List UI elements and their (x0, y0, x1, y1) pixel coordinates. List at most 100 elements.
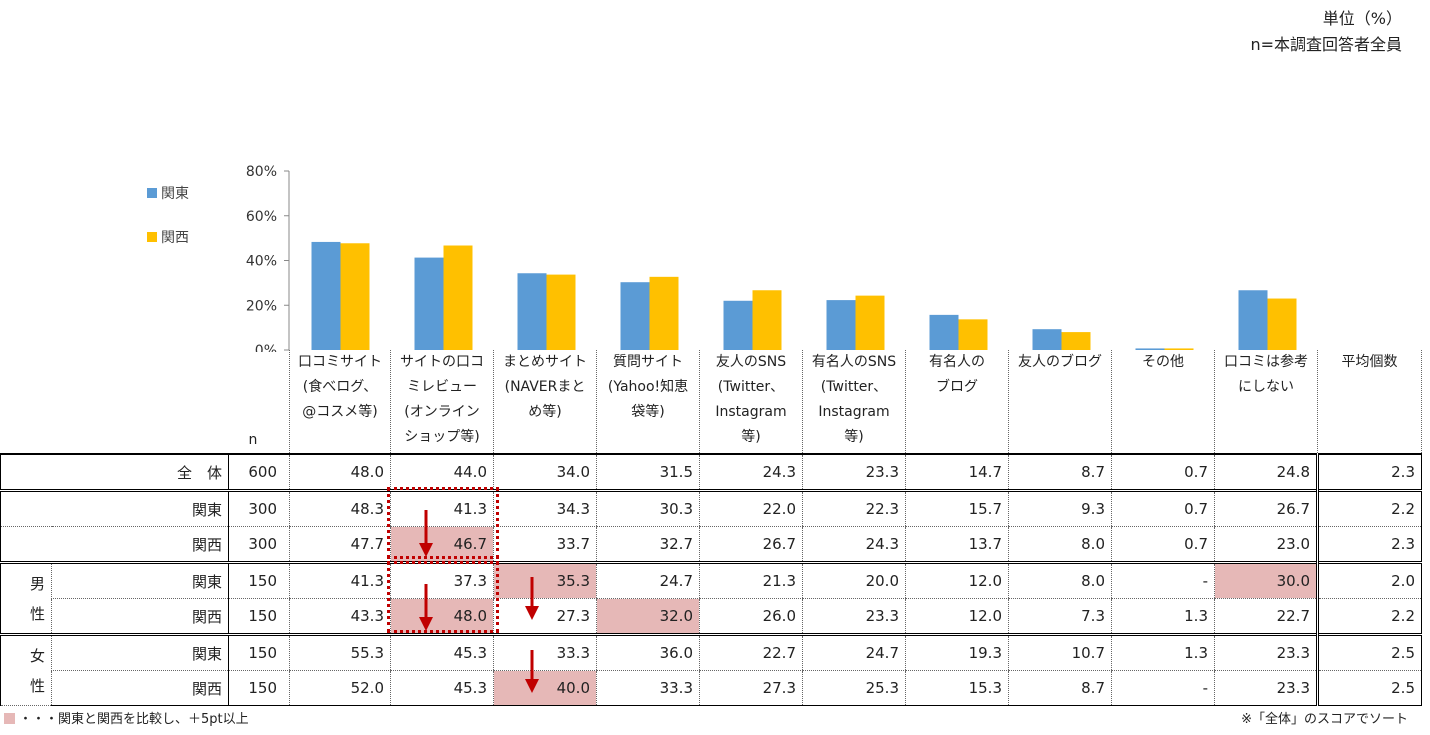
value-cell: 30.3 (596, 489, 700, 527)
bar-kanto (826, 300, 856, 350)
column-header-line: (オンライン (404, 404, 480, 420)
group-label-char: 性 (29, 676, 45, 695)
legend-label: 関西 (161, 230, 189, 246)
value-cell: 36.0 (596, 633, 700, 671)
value-cell: 22.7 (1214, 598, 1318, 635)
bar-kansai (1061, 332, 1091, 350)
value-cell: 8.7 (1008, 670, 1112, 706)
value-cell: 33.3 (493, 633, 597, 671)
y-tick-label: 60% (246, 209, 277, 225)
header-n: n (228, 350, 290, 454)
y-tick-label: 80% (246, 164, 277, 180)
bar-kanto (1238, 290, 1268, 350)
value-cell: 20.0 (802, 561, 906, 599)
value-cell: 15.3 (905, 670, 1009, 706)
value-cell: 7.3 (1008, 598, 1112, 635)
column-header-line: 等) (844, 429, 864, 445)
value-cell: 48.3 (289, 489, 391, 527)
n-cell: 600 (228, 453, 290, 491)
value-cell: 45.3 (390, 633, 494, 671)
column-header-line: にしない (1238, 379, 1294, 395)
value-cell: 24.7 (596, 561, 700, 599)
value-cell: 25.3 (802, 670, 906, 706)
value-cell: 24.3 (802, 526, 906, 563)
n-cell: 150 (228, 561, 290, 599)
column-header: サイトの口コ ミレビュー (オンライン ショップ等) (390, 350, 494, 454)
value-cell: 8.7 (1008, 453, 1112, 491)
value-cell: 1.3 (1111, 633, 1215, 671)
value-cell: 35.3 (493, 561, 597, 599)
column-header-line: (食べログ、 (302, 379, 378, 395)
column-header: 質問サイト (Yahoo!知恵 袋等) (596, 350, 700, 454)
n-cell: 300 (228, 526, 290, 563)
value-cell: 34.0 (493, 453, 597, 491)
value-cell: 13.7 (905, 526, 1009, 563)
unit-note: 単位（%） n=本調査回答者全員 (1250, 6, 1402, 58)
column-header-line: @コスメ等) (302, 404, 378, 420)
footnote-right: ※「全体」のスコアでソート (1241, 712, 1408, 727)
row-label-region: 関東 (51, 633, 229, 671)
y-tick-label: 0% (255, 343, 277, 352)
value-cell: 27.3 (699, 670, 803, 706)
y-tick-label: 40% (246, 254, 277, 270)
value-cell: 23.0 (1214, 526, 1318, 563)
column-header-line: 口コミサイト (298, 354, 382, 370)
group-label-char: 男 (29, 574, 45, 593)
value-cell: 24.7 (802, 633, 906, 671)
value-cell: 26.7 (1214, 489, 1318, 527)
sample-note: n=本調査回答者全員 (1250, 35, 1402, 54)
column-header: 有名人の ブログ (905, 350, 1009, 454)
row-label-total: 全 体 (0, 453, 229, 491)
value-cell: 24.8 (1214, 453, 1318, 491)
bar-kanto (414, 257, 444, 350)
value-cell: 32.0 (596, 598, 700, 635)
legend-swatch (147, 232, 157, 242)
bar-kanto (620, 282, 650, 350)
results-table: n 口コミサイト (食べログ、 @コスメ等) サイトの口コ ミレビュー (オンライン ショップ… (0, 350, 1422, 706)
value-cell: 26.0 (699, 598, 803, 635)
n-cell: 150 (228, 633, 290, 671)
value-cell: - (1111, 561, 1215, 599)
column-header-line: まとめサイト (503, 354, 587, 370)
column-header: 友人のSNS (Twitter、 Instagram 等) (699, 350, 803, 454)
value-cell: 45.3 (390, 670, 494, 706)
bar-kansai (340, 243, 370, 350)
column-header-line: 友人のSNS (715, 354, 787, 370)
column-header-line: ブログ (936, 379, 978, 395)
value-cell: 22.7 (699, 633, 803, 671)
value-cell: 14.7 (905, 453, 1009, 491)
group-label: 女性 (0, 633, 52, 706)
value-cell: 24.3 (699, 453, 803, 491)
y-tick-label: 20% (246, 298, 277, 314)
column-header: 平均個数 (1317, 350, 1422, 454)
legend-swatch (147, 188, 157, 198)
legend-highlight-note: ・・・関東と関西を比較し、＋5pt以上 (4, 708, 249, 727)
column-header-line: ショップ等) (404, 429, 480, 445)
value-cell: 0.7 (1111, 453, 1215, 491)
column-header-line: ミレビュー (407, 379, 477, 395)
column-header: 口コミは参考 にしない (1214, 350, 1318, 454)
value-cell: 27.3 (493, 598, 597, 635)
value-cell: 23.3 (1214, 633, 1318, 671)
row-label-region: 関西 (51, 598, 229, 635)
value-cell: 1.3 (1111, 598, 1215, 635)
row-label-region: 関東 (0, 489, 229, 527)
value-cell: 2.5 (1316, 633, 1422, 671)
column-header-line: (NAVERまと (504, 379, 586, 395)
column-header-line: (Yahoo!知恵 (607, 379, 689, 395)
value-cell: 40.0 (493, 670, 597, 706)
group-label: 男性 (0, 561, 52, 635)
column-header: まとめサイト (NAVERまと め等) (493, 350, 597, 454)
column-header-line: (Twitter、 (717, 379, 785, 395)
column-header-line: め等) (528, 404, 562, 420)
value-cell: 21.3 (699, 561, 803, 599)
value-cell: 23.3 (802, 598, 906, 635)
value-cell: 37.3 (390, 561, 494, 599)
column-header: 口コミサイト (食べログ、 @コスメ等) (289, 350, 391, 454)
n-cell: 150 (228, 598, 290, 635)
row-label-region: 関西 (0, 526, 229, 563)
value-cell: 26.7 (699, 526, 803, 563)
bar-kanto (517, 273, 547, 350)
value-cell: 12.0 (905, 561, 1009, 599)
